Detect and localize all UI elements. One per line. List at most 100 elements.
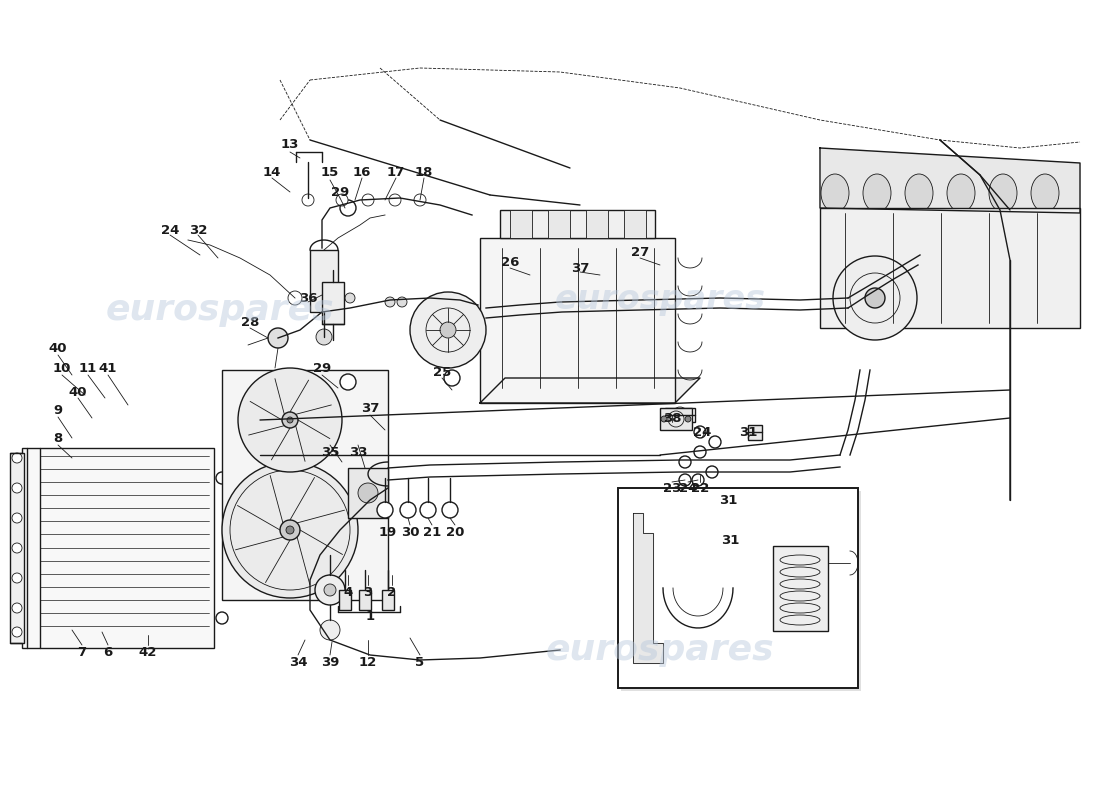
Text: 24: 24 [693,426,712,438]
Circle shape [414,194,426,206]
Text: 17: 17 [387,166,405,178]
Bar [666,408,695,422]
Circle shape [238,368,342,472]
Bar [510,210,532,238]
Polygon shape [820,148,1080,213]
Circle shape [444,370,460,386]
Bar [660,408,692,430]
Text: 40: 40 [48,342,67,354]
Text: 29: 29 [331,186,349,198]
Text: 40: 40 [68,386,87,398]
Text: 34: 34 [288,655,307,669]
Ellipse shape [989,174,1018,212]
Circle shape [282,412,298,428]
Ellipse shape [947,174,975,212]
Ellipse shape [864,174,891,212]
Bar [359,590,371,610]
Circle shape [385,297,395,307]
Text: 31: 31 [718,494,737,506]
Text: 42: 42 [139,646,157,658]
Circle shape [362,194,374,206]
Bar [618,488,858,688]
Bar [22,448,215,648]
Bar [548,210,570,238]
Text: 26: 26 [500,255,519,269]
Text: 3: 3 [363,586,373,598]
Bar [820,208,1080,328]
Circle shape [286,526,294,534]
Bar [382,590,394,610]
Text: 14: 14 [263,166,282,178]
Text: 31: 31 [720,534,739,546]
Bar [322,282,344,324]
Text: 8: 8 [54,431,63,445]
Circle shape [12,483,22,493]
Text: 4: 4 [343,586,353,598]
Bar [222,370,388,600]
Text: 29: 29 [312,362,331,374]
Text: 37: 37 [361,402,379,414]
Text: 38: 38 [662,411,681,425]
Bar [621,491,861,691]
Text: 39: 39 [321,655,339,669]
Text: 36: 36 [299,291,317,305]
Text: 32: 32 [189,223,207,237]
Text: 27: 27 [631,246,649,258]
Text: 20: 20 [446,526,464,538]
Text: 5: 5 [416,655,425,669]
Polygon shape [632,513,663,663]
Ellipse shape [905,174,933,212]
Circle shape [400,502,416,518]
Circle shape [692,474,704,486]
Bar [773,546,828,631]
Circle shape [679,456,691,468]
Text: eurospares: eurospares [554,283,766,317]
Circle shape [324,584,336,596]
Text: 35: 35 [321,446,339,458]
Circle shape [679,474,691,486]
Circle shape [661,416,667,422]
Circle shape [12,603,22,613]
Text: 13: 13 [280,138,299,151]
Text: 7: 7 [77,646,87,658]
Circle shape [268,328,288,348]
Circle shape [389,194,402,206]
Text: 30: 30 [400,526,419,538]
Circle shape [694,446,706,458]
Circle shape [377,502,393,518]
Circle shape [685,416,691,422]
Text: 22: 22 [691,482,710,494]
Text: eurospares: eurospares [106,293,334,327]
Ellipse shape [821,174,849,212]
Circle shape [694,426,706,438]
Circle shape [320,620,340,640]
Bar [500,210,654,238]
Text: eurospares: eurospares [546,633,774,667]
Circle shape [710,436,720,448]
Text: 9: 9 [54,403,63,417]
Circle shape [336,194,348,206]
Circle shape [358,483,378,503]
Bar [480,238,675,403]
Circle shape [12,513,22,523]
Circle shape [397,297,407,307]
Text: 19: 19 [378,526,397,538]
Circle shape [287,417,293,423]
Text: 37: 37 [571,262,590,274]
Circle shape [340,374,356,390]
Text: 24: 24 [679,482,697,494]
Text: 21: 21 [422,526,441,538]
Bar [310,250,338,312]
Circle shape [420,502,436,518]
Circle shape [440,322,456,338]
Circle shape [12,627,22,637]
Text: 31: 31 [739,426,757,438]
Text: 12: 12 [359,655,377,669]
Text: 10: 10 [53,362,72,374]
Text: 2: 2 [387,586,397,598]
Circle shape [865,288,886,308]
Bar [748,425,762,440]
Circle shape [345,293,355,303]
Bar [348,468,388,518]
Circle shape [12,573,22,583]
